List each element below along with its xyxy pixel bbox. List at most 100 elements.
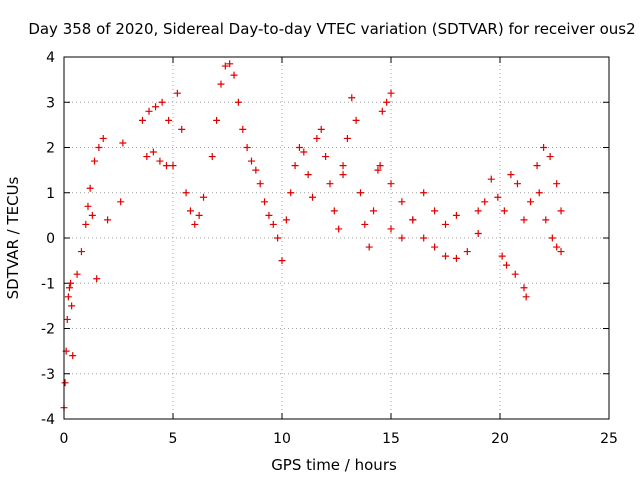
- series-morning-lower: [143, 148, 170, 170]
- data-point: [557, 248, 565, 256]
- data-point: [117, 198, 125, 206]
- data-point: [61, 379, 69, 387]
- data-point: [230, 71, 238, 79]
- data-point: [452, 254, 460, 262]
- data-point: [82, 220, 90, 228]
- data-point: [326, 180, 334, 188]
- data-point: [487, 175, 495, 183]
- y-tick-label: 2: [46, 141, 55, 157]
- series-afternoon-peak: [339, 89, 395, 251]
- data-point: [208, 153, 216, 161]
- data-point: [243, 144, 251, 151]
- data-point: [156, 157, 164, 165]
- data-point: [65, 284, 73, 292]
- data-point: [226, 60, 234, 68]
- data-point: [409, 216, 417, 224]
- data-point: [322, 153, 330, 161]
- x-tick-label: 20: [491, 431, 509, 447]
- data-point: [256, 180, 264, 188]
- data-point: [162, 162, 170, 170]
- data-point: [86, 184, 94, 192]
- x-tick-label: 10: [273, 431, 291, 447]
- data-point: [557, 207, 565, 215]
- data-point: [520, 216, 528, 224]
- data-point: [431, 243, 439, 251]
- data-point: [269, 220, 277, 228]
- data-point: [169, 162, 177, 170]
- data-point: [511, 270, 519, 278]
- data-point: [540, 144, 548, 151]
- data-point: [513, 180, 521, 188]
- data-point: [383, 98, 391, 106]
- data-point: [452, 211, 460, 219]
- data-point: [398, 198, 406, 206]
- series-early-gap: [84, 139, 127, 283]
- y-tick-label: 0: [46, 231, 55, 247]
- data-point: [378, 107, 386, 115]
- data-point: [398, 234, 406, 242]
- data-point: [553, 180, 561, 188]
- data-point: [387, 89, 395, 97]
- data-point: [287, 189, 295, 197]
- y-tick-label: -1: [41, 276, 55, 292]
- series-morning-hump: [138, 89, 208, 228]
- data-point: [374, 166, 382, 174]
- data-point: [217, 80, 225, 88]
- data-point: [304, 171, 312, 179]
- data-point: [200, 193, 208, 201]
- data-point: [361, 220, 369, 228]
- data-point: [91, 157, 99, 165]
- data-point: [165, 116, 173, 124]
- x-tick-label: 15: [382, 431, 400, 447]
- data-point: [143, 153, 151, 161]
- data-point: [178, 125, 186, 133]
- data-point: [95, 144, 103, 151]
- data-point: [234, 98, 242, 106]
- data-point: [387, 225, 395, 233]
- data-point: [195, 211, 203, 219]
- data-point: [548, 234, 556, 242]
- data-point: [442, 220, 449, 228]
- data-point: [520, 284, 528, 292]
- data-point: [152, 103, 160, 111]
- x-tick-labels: 0 5 10 15 20 25: [60, 57, 618, 447]
- data-point: [77, 248, 85, 256]
- data-point: [463, 248, 471, 256]
- data-point: [247, 157, 255, 165]
- y-tick-label: -3: [41, 367, 55, 383]
- data-point: [317, 125, 325, 133]
- data-point: [69, 352, 77, 360]
- data-point: [387, 180, 395, 188]
- data-point: [149, 148, 157, 156]
- data-point: [221, 62, 229, 70]
- data-point: [173, 89, 181, 97]
- series-evening-dips: [498, 252, 530, 301]
- series-evening: [474, 144, 565, 224]
- data-point: [138, 116, 146, 124]
- data-point: [376, 162, 384, 170]
- data-point: [158, 98, 166, 106]
- data-point: [546, 153, 554, 161]
- data-point: [99, 134, 107, 142]
- data-point: [68, 302, 76, 310]
- data-point: [84, 202, 92, 210]
- data-point: [145, 107, 153, 115]
- data-point: [104, 216, 112, 224]
- data-point: [265, 211, 273, 219]
- series-post-peak-loop: [282, 125, 347, 233]
- data-point: [191, 220, 199, 228]
- data-point: [239, 125, 247, 133]
- series-afternoon-bands: [376, 162, 482, 262]
- data-point: [474, 229, 482, 237]
- data-point: [339, 171, 347, 179]
- data-point: [553, 243, 561, 251]
- x-axis-label: GPS time / hours: [271, 456, 397, 474]
- data-marks: [60, 60, 565, 412]
- data-point: [420, 234, 428, 242]
- data-point: [522, 293, 530, 301]
- data-point: [67, 279, 75, 287]
- data-point: [474, 207, 482, 215]
- chart-title: Day 358 of 2020, Sidereal Day-to-day VTE…: [28, 20, 635, 38]
- data-point: [365, 243, 373, 251]
